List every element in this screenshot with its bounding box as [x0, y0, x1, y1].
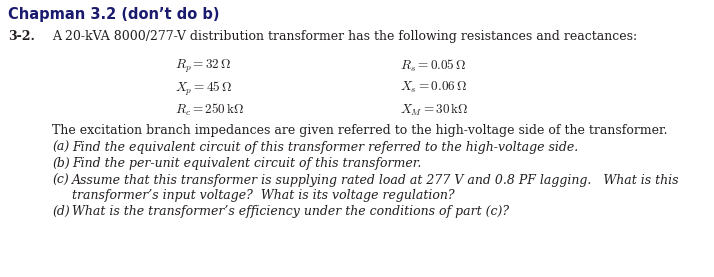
Text: $R_p = 32\,\Omega$: $R_p = 32\,\Omega$ [175, 58, 231, 75]
Text: What is the transformer’s efficiency under the conditions of part (c)?: What is the transformer’s efficiency und… [72, 205, 509, 218]
Text: $X_M = 30\,\mathrm{k}\Omega$: $X_M = 30\,\mathrm{k}\Omega$ [400, 102, 468, 118]
Text: (a): (a) [52, 141, 69, 154]
Text: (c): (c) [52, 174, 69, 187]
Text: The excitation branch impedances are given referred to the high-voltage side of : The excitation branch impedances are giv… [52, 124, 668, 137]
Text: $R_s = 0.05\,\Omega$: $R_s = 0.05\,\Omega$ [400, 58, 466, 74]
Text: Assume that this transformer is supplying rated load at 277 V and 0.8 PF lagging: Assume that this transformer is supplyin… [72, 174, 680, 187]
Text: Chapman 3.2 (don’t do b): Chapman 3.2 (don’t do b) [8, 7, 219, 22]
Text: (b): (b) [52, 157, 70, 170]
Text: A 20-kVA 8000/277-V distribution transformer has the following resistances and r: A 20-kVA 8000/277-V distribution transfo… [52, 30, 637, 43]
Text: Find the per-unit equivalent circuit of this transformer.: Find the per-unit equivalent circuit of … [72, 157, 421, 170]
Text: $X_s = 0.06\,\Omega$: $X_s = 0.06\,\Omega$ [400, 80, 467, 95]
Text: $X_p = 45\,\Omega$: $X_p = 45\,\Omega$ [175, 80, 232, 98]
Text: Find the equivalent circuit of this transformer referred to the high-voltage sid: Find the equivalent circuit of this tran… [72, 141, 578, 154]
Text: (d): (d) [52, 205, 70, 218]
Text: $R_c = 250\,\mathrm{k}\Omega$: $R_c = 250\,\mathrm{k}\Omega$ [175, 102, 244, 118]
Text: 3-2.: 3-2. [8, 30, 35, 43]
Text: transformer’s input voltage?  What is its voltage regulation?: transformer’s input voltage? What is its… [72, 189, 455, 202]
